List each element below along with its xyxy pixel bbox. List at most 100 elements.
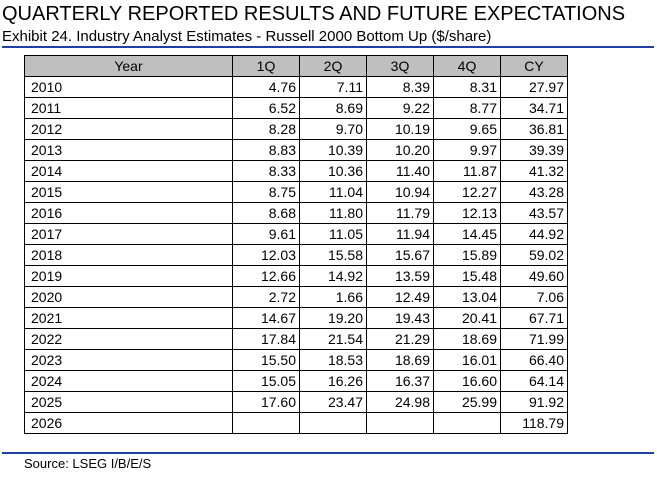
q2-cell: 18.53 <box>299 349 367 371</box>
header-4q: 4Q <box>433 55 501 77</box>
q2-cell: 8.69 <box>299 97 367 119</box>
q2-cell: 11.05 <box>299 223 367 245</box>
q1-cell: 2.72 <box>232 286 300 308</box>
table-header-row: Year 1Q 2Q 3Q 4Q CY <box>24 55 568 77</box>
header-2q: 2Q <box>299 55 367 77</box>
q4-cell <box>433 412 501 434</box>
q2-cell: 15.58 <box>299 244 367 266</box>
year-cell: 2021 <box>24 307 233 329</box>
header-1q: 1Q <box>232 55 300 77</box>
table-row: 2016 8.68 11.80 11.79 12.13 43.57 <box>24 202 568 224</box>
q4-cell: 16.60 <box>433 370 501 392</box>
cy-cell: 36.81 <box>500 118 568 140</box>
year-cell: 2020 <box>24 286 233 308</box>
q3-cell: 24.98 <box>366 391 434 413</box>
q1-cell: 17.84 <box>232 328 300 350</box>
q3-cell: 10.20 <box>366 139 434 161</box>
q1-cell: 9.61 <box>232 223 300 245</box>
q3-cell: 19.43 <box>366 307 434 329</box>
q3-cell: 21.29 <box>366 328 434 350</box>
q2-cell: 1.66 <box>299 286 367 308</box>
cy-cell: 71.99 <box>500 328 568 350</box>
q4-cell: 12.13 <box>433 202 501 224</box>
q2-cell: 10.39 <box>299 139 367 161</box>
q4-cell: 12.27 <box>433 181 501 203</box>
q2-cell <box>299 412 367 434</box>
q1-cell: 8.75 <box>232 181 300 203</box>
table-row: 2026 118.79 <box>24 412 568 434</box>
year-cell: 2018 <box>24 244 233 266</box>
year-cell: 2024 <box>24 370 233 392</box>
table-row: 2024 15.05 16.26 16.37 16.60 64.14 <box>24 370 568 392</box>
q4-cell: 15.48 <box>433 265 501 287</box>
q4-cell: 9.65 <box>433 118 501 140</box>
table-body: 2010 4.76 7.11 8.39 8.31 27.97 2011 6.52 8.69 9.2… <box>24 76 568 434</box>
table-row: 2012 8.28 9.70 10.19 9.65 36.81 <box>24 118 568 140</box>
cy-cell: 27.97 <box>500 76 568 98</box>
source-note: Source: LSEG I/B/E/S <box>24 456 152 471</box>
q1-cell: 8.33 <box>232 160 300 182</box>
q4-cell: 11.87 <box>433 160 501 182</box>
bottom-divider <box>2 452 654 454</box>
q2-cell: 7.11 <box>299 76 367 98</box>
q4-cell: 8.31 <box>433 76 501 98</box>
cy-cell: 44.92 <box>500 223 568 245</box>
table-row: 2013 8.83 10.39 10.20 9.97 39.39 <box>24 139 568 161</box>
q1-cell: 15.50 <box>232 349 300 371</box>
q1-cell: 6.52 <box>232 97 300 119</box>
cy-cell: 43.57 <box>500 202 568 224</box>
q4-cell: 9.97 <box>433 139 501 161</box>
q3-cell: 11.79 <box>366 202 434 224</box>
cy-cell: 91.92 <box>500 391 568 413</box>
q4-cell: 13.04 <box>433 286 501 308</box>
q3-cell <box>366 412 434 434</box>
q1-cell: 12.03 <box>232 244 300 266</box>
table-row: 2011 6.52 8.69 9.22 8.77 34.71 <box>24 97 568 119</box>
q3-cell: 16.37 <box>366 370 434 392</box>
cy-cell: 64.14 <box>500 370 568 392</box>
cy-cell: 49.60 <box>500 265 568 287</box>
table-row: 2022 17.84 21.54 21.29 18.69 71.99 <box>24 328 568 350</box>
q2-cell: 19.20 <box>299 307 367 329</box>
q1-cell: 4.76 <box>232 76 300 98</box>
cy-cell: 41.32 <box>500 160 568 182</box>
q3-cell: 9.22 <box>366 97 434 119</box>
year-cell: 2013 <box>24 139 233 161</box>
q4-cell: 16.01 <box>433 349 501 371</box>
table-row: 2021 14.67 19.20 19.43 20.41 67.71 <box>24 307 568 329</box>
q1-cell: 14.67 <box>232 307 300 329</box>
cy-cell: 7.06 <box>500 286 568 308</box>
top-divider <box>2 46 654 48</box>
q3-cell: 10.94 <box>366 181 434 203</box>
year-cell: 2015 <box>24 181 233 203</box>
q2-cell: 9.70 <box>299 118 367 140</box>
q2-cell: 23.47 <box>299 391 367 413</box>
q4-cell: 15.89 <box>433 244 501 266</box>
table-row: 2017 9.61 11.05 11.94 14.45 44.92 <box>24 223 568 245</box>
year-cell: 2023 <box>24 349 233 371</box>
q3-cell: 11.94 <box>366 223 434 245</box>
q2-cell: 14.92 <box>299 265 367 287</box>
year-cell: 2022 <box>24 328 233 350</box>
q2-cell: 16.26 <box>299 370 367 392</box>
q3-cell: 18.69 <box>366 349 434 371</box>
q2-cell: 10.36 <box>299 160 367 182</box>
q4-cell: 25.99 <box>433 391 501 413</box>
q3-cell: 13.59 <box>366 265 434 287</box>
year-cell: 2026 <box>24 412 233 434</box>
q1-cell: 15.05 <box>232 370 300 392</box>
year-cell: 2019 <box>24 265 233 287</box>
cy-cell: 118.79 <box>500 412 568 434</box>
header-3q: 3Q <box>366 55 434 77</box>
header-year: Year <box>24 55 233 77</box>
table-row: 2019 12.66 14.92 13.59 15.48 49.60 <box>24 265 568 287</box>
q4-cell: 8.77 <box>433 97 501 119</box>
year-cell: 2012 <box>24 118 233 140</box>
q1-cell: 8.83 <box>232 139 300 161</box>
q1-cell: 8.68 <box>232 202 300 224</box>
table-row: 2023 15.50 18.53 18.69 16.01 66.40 <box>24 349 568 371</box>
q1-cell: 8.28 <box>232 118 300 140</box>
header-cy: CY <box>500 55 568 77</box>
q4-cell: 18.69 <box>433 328 501 350</box>
cy-cell: 43.28 <box>500 181 568 203</box>
